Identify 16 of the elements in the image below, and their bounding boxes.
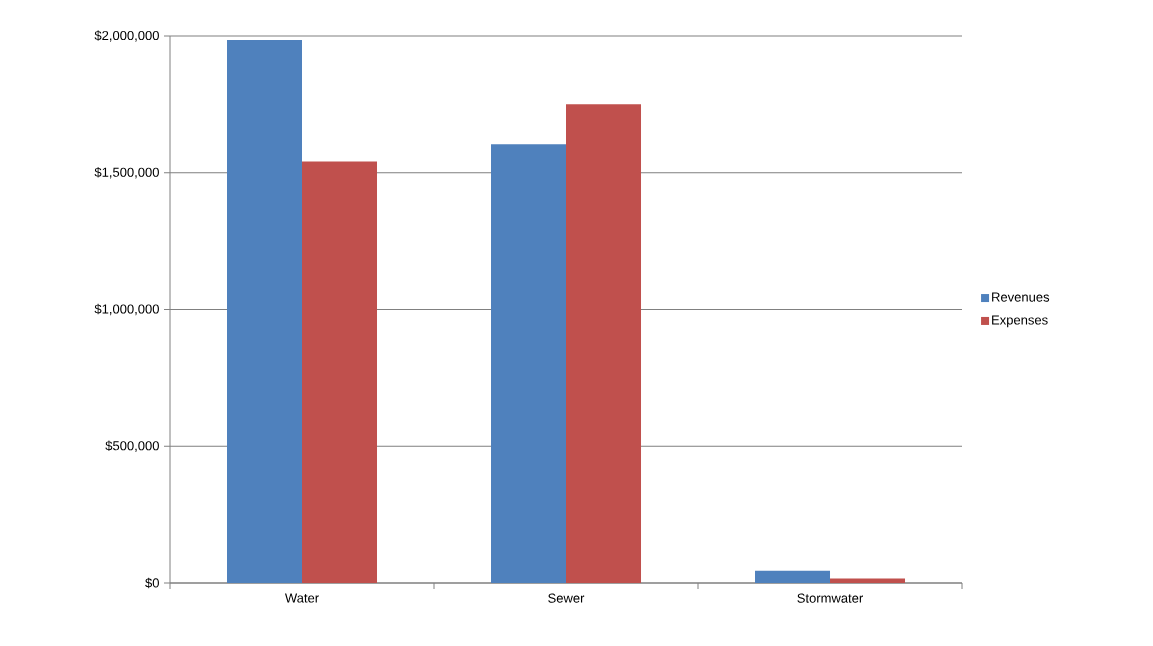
bar <box>227 40 303 583</box>
y-tick-label: $2,000,000 <box>94 30 159 42</box>
x-tick-label: Sewer <box>548 593 585 603</box>
legend-label: Expenses <box>992 315 1048 328</box>
bar <box>830 578 906 583</box>
y-tick-label: $1,000,000 <box>94 303 159 316</box>
bar <box>566 104 642 583</box>
y-tick-label: $0 <box>145 577 159 589</box>
legend-label: Revenues <box>992 292 1050 302</box>
bar <box>755 570 831 583</box>
y-tick-label: $1,500,000 <box>94 167 159 179</box>
bar <box>491 144 567 583</box>
bar <box>302 161 377 583</box>
x-tick-label: Stormwater <box>797 593 864 603</box>
x-tick-label: Water <box>284 593 319 603</box>
y-tick-label: $500,000 <box>105 440 159 452</box>
